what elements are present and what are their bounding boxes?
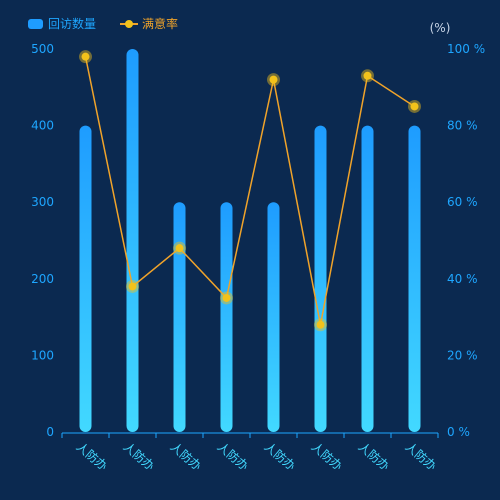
right-axis-unit: (%) bbox=[430, 21, 451, 35]
legend-bar-swatch[interactable] bbox=[28, 19, 43, 29]
line-point[interactable] bbox=[316, 320, 325, 329]
bar[interactable] bbox=[267, 202, 280, 432]
left-axis-ticks: 0 100 200 300 400 500 bbox=[31, 42, 54, 439]
bar[interactable] bbox=[361, 125, 374, 432]
line-point[interactable] bbox=[269, 75, 278, 84]
bar-series bbox=[79, 49, 421, 432]
x-axis-tick-label: 人防办 bbox=[262, 439, 299, 474]
line-point[interactable] bbox=[222, 293, 231, 302]
line-point[interactable] bbox=[363, 71, 372, 80]
satisfaction-line bbox=[84, 56, 415, 325]
x-axis-tick-label: 人防办 bbox=[215, 439, 252, 474]
bar[interactable] bbox=[126, 49, 139, 432]
right-axis-ticks: 0 % 20 % 40 % 60 % 80 % 100 % bbox=[447, 42, 485, 439]
legend-line-label[interactable]: 满意率 bbox=[142, 16, 178, 31]
left-axis-tick-label: 200 bbox=[31, 272, 54, 286]
x-axis-labels: 人防办 人防办 人防办 人防办 人防办 人防办 人防办 人防办 bbox=[74, 439, 440, 474]
x-axis-tick-label: 人防办 bbox=[168, 439, 205, 474]
bar[interactable] bbox=[173, 202, 186, 432]
x-axis-tick-label: 人防办 bbox=[356, 439, 393, 474]
x-axis-tick-label: 人防办 bbox=[121, 439, 158, 474]
legend-bar-label[interactable]: 回访数量 bbox=[48, 16, 96, 31]
legend-line-dot bbox=[125, 20, 133, 28]
x-axis-tick-label: 人防办 bbox=[403, 439, 440, 474]
right-axis-tick-label: 60 % bbox=[447, 195, 478, 209]
bar[interactable] bbox=[314, 125, 327, 432]
bar[interactable] bbox=[220, 202, 233, 432]
x-axis-ticks bbox=[61, 433, 439, 438]
legend: 回访数量 满意率 bbox=[28, 16, 178, 31]
bar[interactable] bbox=[408, 125, 421, 432]
line-point[interactable] bbox=[175, 244, 184, 253]
right-axis-tick-label: 100 % bbox=[447, 42, 485, 56]
left-axis-tick-label: 0 bbox=[46, 425, 54, 439]
line-point[interactable] bbox=[81, 52, 90, 61]
line-point[interactable] bbox=[128, 282, 137, 291]
left-axis-tick-label: 500 bbox=[31, 42, 54, 56]
right-axis-tick-label: 40 % bbox=[447, 272, 478, 286]
left-axis-tick-label: 400 bbox=[31, 119, 54, 133]
line-point[interactable] bbox=[410, 102, 419, 111]
left-axis-tick-label: 300 bbox=[31, 195, 54, 209]
bar[interactable] bbox=[79, 125, 92, 432]
x-axis-tick-label: 人防办 bbox=[74, 439, 111, 474]
left-axis-tick-label: 100 bbox=[31, 348, 54, 362]
x-axis-tick-label: 人防办 bbox=[309, 439, 346, 474]
right-axis-tick-label: 80 % bbox=[447, 119, 478, 133]
right-axis-tick-label: 20 % bbox=[447, 348, 478, 362]
line-series bbox=[79, 50, 421, 332]
right-axis-tick-label: 0 % bbox=[447, 425, 470, 439]
